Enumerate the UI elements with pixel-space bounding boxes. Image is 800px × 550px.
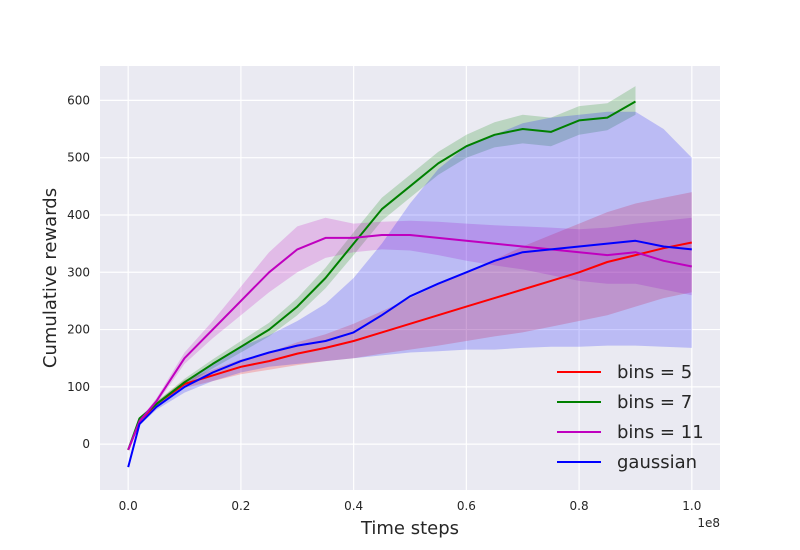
x-tick-label: 0.8 <box>570 499 589 513</box>
series-line-bins-11 <box>127 234 692 451</box>
y-tick-label: 400 <box>67 208 90 222</box>
plot-background <box>100 66 720 490</box>
series-lines <box>127 100 692 468</box>
confidence-bands <box>128 86 692 468</box>
band-bins-5 <box>128 192 692 450</box>
legend-label-bins-7: bins = 7 <box>617 392 692 413</box>
y-tick-label: 200 <box>67 323 90 337</box>
x-tick-label: 0.6 <box>457 499 476 513</box>
x-axis-multiplier: 1e8 <box>697 516 720 530</box>
x-tick-label: 0.4 <box>344 499 363 513</box>
legend-label-bins-5: bins = 5 <box>617 362 692 383</box>
y-tick-label: 0 <box>82 437 90 451</box>
series-line-bins-7 <box>127 100 636 451</box>
band-bins-11 <box>128 217 692 450</box>
x-tick-label: 0.0 <box>119 499 138 513</box>
band-bins-7 <box>128 86 636 450</box>
y-tick-label: 500 <box>67 151 90 165</box>
series-line-gaussian <box>127 239 692 468</box>
band-gaussian <box>128 111 692 468</box>
y-tick-label: 100 <box>67 380 90 394</box>
legend-label-bins-11: bins = 11 <box>617 422 704 443</box>
legend-label-gaussian: gaussian <box>617 452 697 473</box>
y-axis-title: Cumulative rewards <box>40 188 61 368</box>
x-tick-label: 1.0 <box>682 499 701 513</box>
x-tick-label: 0.2 <box>231 499 250 513</box>
y-tick-label: 300 <box>67 265 90 279</box>
y-tick-label: 600 <box>67 93 90 107</box>
grid-lines <box>100 66 720 490</box>
x-axis-title: Time steps <box>360 518 459 539</box>
tick-labels: 0.0 0.2 0.4 0.6 0.8 1.0 0 100 200 300 400 500 600 <box>67 93 701 513</box>
legend: bins = 5 bins = 7 bins = 11 gaussian <box>557 362 704 473</box>
